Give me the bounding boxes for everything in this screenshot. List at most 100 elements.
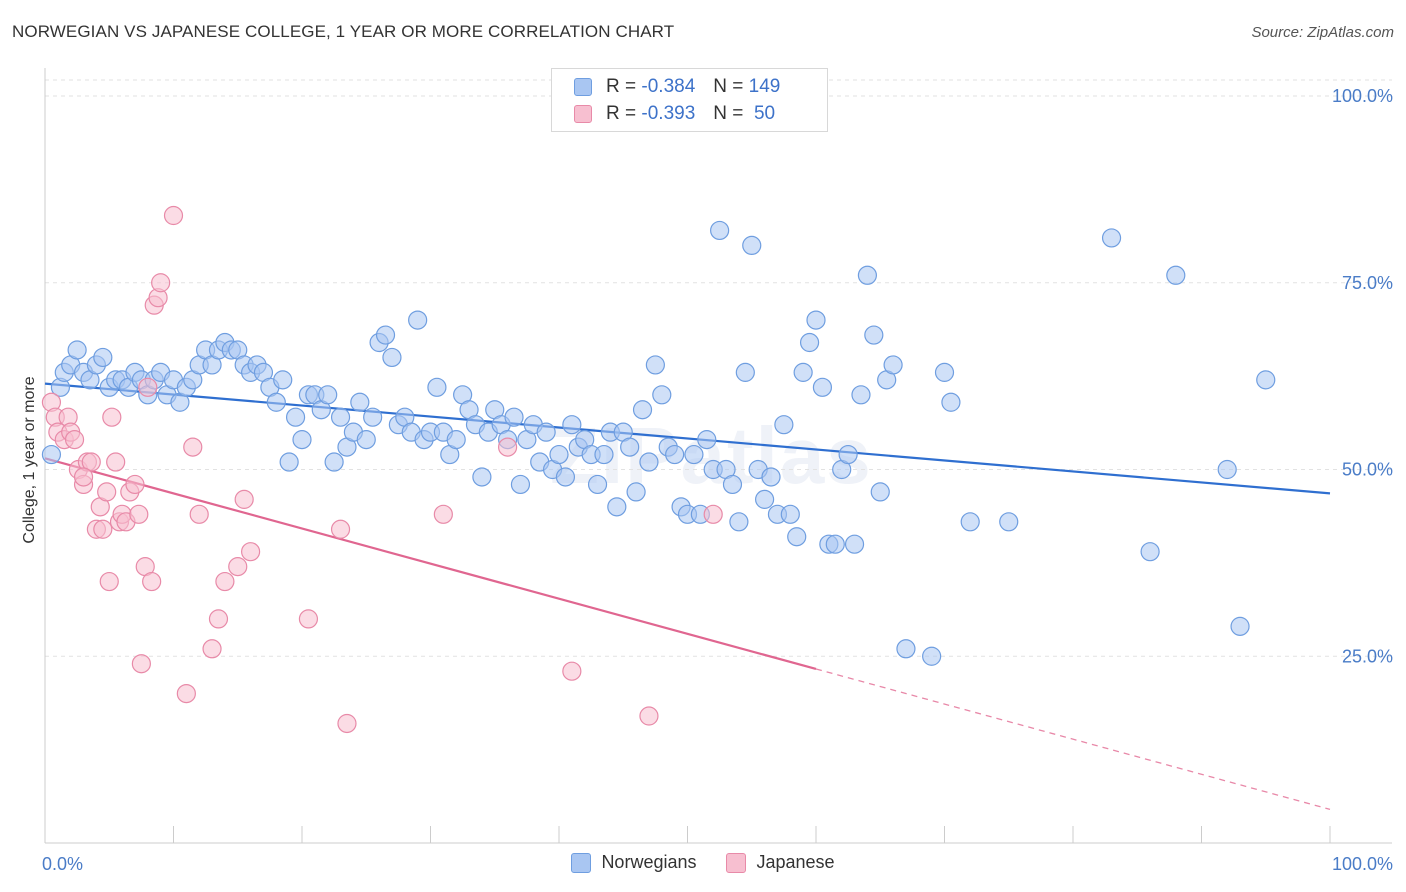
data-point-japanese [176,683,196,704]
data-point-japanese [102,407,122,427]
data-point-norwegians [774,415,794,435]
data-point-japanese [129,504,149,524]
data-point-norwegians [729,512,749,532]
data-point-norwegians [408,310,428,330]
stats-legend: R = -0.384 N = 149 R = -0.393 N = 50 [551,68,828,132]
data-point-norwegians [549,444,569,465]
data-point-norwegians [812,377,833,397]
data-point-norwegians [934,362,955,382]
data-point-norwegians [710,220,730,241]
data-point-norwegians [562,415,582,435]
x-tick-label: 100.0% [1332,854,1393,874]
data-point-japanese [433,504,453,524]
data-point-norwegians [536,422,556,442]
data-point-norwegians [896,639,916,659]
data-point-japanese [703,504,723,524]
data-point-norwegians [375,325,396,345]
axis-labels: 100.0% 75.0% 50.0% 25.0% 0.0% 100.0% College, … [21,86,1393,874]
data-point-japanese [298,609,319,629]
data-point-japanese [330,519,351,539]
data-point-japanese [81,452,101,472]
data-point-japanese [228,557,248,577]
data-point-norwegians [594,444,614,465]
data-point-japanese [562,661,582,681]
data-point-norwegians [793,362,813,382]
legend-label-japanese: Japanese [756,852,835,872]
data-point-norwegians [722,474,743,495]
data-point-japanese [97,482,117,502]
data-point-norwegians [999,512,1019,532]
axes [44,68,1392,844]
data-point-japanese [202,639,222,659]
data-point-norwegians [639,452,659,472]
data-point-japanese [208,609,229,629]
legend-row-japanese: R = -0.393 N = 50 [574,102,775,126]
data-point-norwegians [742,235,762,255]
data-point-norwegians [1101,228,1122,248]
data-point-norwegians [754,489,775,509]
trend-line-japanese [44,457,817,671]
data-point-norwegians [330,407,351,427]
data-point-norwegians [266,392,286,412]
data-point-norwegians [857,265,878,285]
legend-label-norwegians: Norwegians [601,852,697,872]
y-axis-title: College, 1 year or more [21,376,38,543]
legend-item-japanese[interactable]: Japanese [726,852,835,873]
data-point-norwegians [67,340,87,360]
data-point-norwegians [1256,370,1276,390]
data-point-japanese [215,571,235,592]
y-tick-label: 25.0% [1342,646,1393,666]
data-point-japanese [189,504,209,524]
data-point-norwegians [806,310,826,330]
data-point-norwegians [870,482,890,502]
legend-n-label: N = [713,76,744,97]
data-point-norwegians [960,512,980,532]
legend-n-value: 149 [748,76,781,97]
legend-r-value: -0.384 [641,76,696,97]
trend-line-extension-japanese [815,668,1331,811]
data-point-norwegians [350,392,370,412]
legend-swatch-norwegians [571,852,592,873]
data-point-norwegians [883,355,903,375]
trend-line-norwegians [44,382,1331,495]
data-point-norwegians [510,474,531,495]
legend-row-norwegians: R = -0.384 N = 149 [574,75,780,99]
data-point-norwegians [504,407,524,427]
data-point-norwegians [41,444,62,465]
data-point-norwegians [761,467,781,487]
data-point-norwegians [665,444,685,465]
series-legend: Norwegians Japanese [0,852,1406,873]
data-point-norwegians [292,430,312,450]
data-point-japanese [142,571,162,592]
legend-swatch-japanese [726,852,747,873]
data-point-norwegians [1166,265,1186,285]
data-point-norwegians [922,646,942,666]
data-point-norwegians [645,355,665,375]
data-point-japanese [106,452,126,472]
data-point-japanese [125,474,145,495]
data-point-norwegians [382,347,402,368]
trend-lines [44,382,1331,811]
data-point-norwegians [93,347,113,368]
data-point-japanese [639,706,659,726]
data-point-norwegians [446,430,466,450]
data-point-norwegians [626,482,646,502]
data-point-norwegians [587,474,608,495]
data-point-norwegians [285,407,306,427]
data-points [41,205,1276,734]
legend-item-norwegians[interactable]: Norwegians [571,852,696,873]
data-point-norwegians [864,325,884,345]
source-label: Source: ZipAtlas.com [1251,24,1394,41]
data-point-norwegians [472,467,492,487]
y-tick-label: 50.0% [1342,460,1393,480]
data-point-norwegians [851,385,871,405]
data-point-japanese [498,437,518,457]
data-point-norwegians [780,504,800,524]
data-point-norwegians [825,534,845,554]
y-tick-label: 75.0% [1342,273,1393,293]
data-point-japanese [151,273,171,293]
legend-n-label: N = [713,103,744,124]
data-point-norwegians [363,407,383,427]
data-point-japanese [183,437,203,457]
